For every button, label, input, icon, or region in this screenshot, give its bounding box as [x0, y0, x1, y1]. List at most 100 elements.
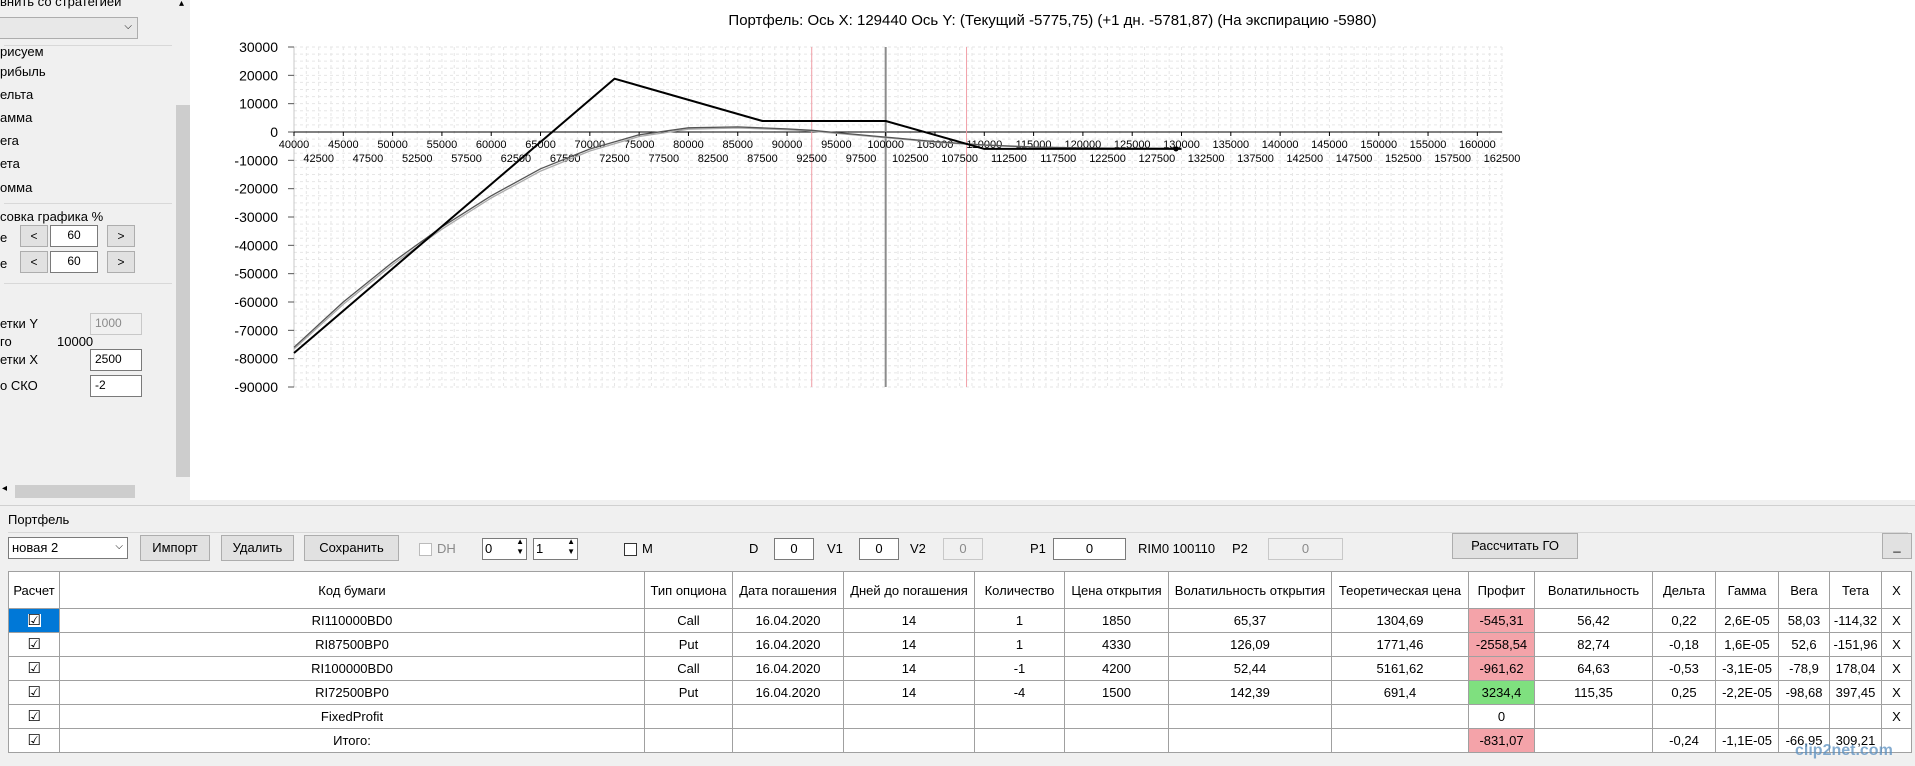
calc-checkbox-cell[interactable]: ☑ — [8, 656, 60, 681]
column-header-delta[interactable]: Дельта — [1652, 571, 1716, 609]
calc-checkbox[interactable]: ☑ — [27, 636, 41, 653]
cell-price[interactable]: 1500 — [1064, 680, 1169, 705]
scale-row-1-input[interactable]: 60 — [50, 225, 98, 247]
remove-row-button[interactable]: X — [1881, 608, 1912, 633]
grid-x-input[interactable]: 2500 — [90, 349, 142, 371]
cell-vol-open[interactable]: 142,39 — [1168, 680, 1332, 705]
p1-input[interactable]: 0 — [1053, 538, 1126, 560]
cell-qty[interactable] — [974, 728, 1065, 753]
cell-vol-open[interactable] — [1168, 728, 1332, 753]
v1-input[interactable]: 0 — [859, 538, 899, 560]
column-header-vol-open[interactable]: Волатильность открытия — [1168, 571, 1332, 609]
cell-vol-open[interactable]: 126,09 — [1168, 632, 1332, 657]
cell-qty[interactable]: 1 — [974, 632, 1065, 657]
cell-vol[interactable]: 64,63 — [1534, 656, 1653, 681]
draw-profit-option[interactable]: рибыль — [0, 64, 46, 79]
calc-checkbox[interactable]: ☑ — [27, 612, 41, 629]
table-row[interactable]: ☑ FixedProfit 0 X — [8, 704, 1912, 729]
column-header-theo-price[interactable]: Теоретическая цена — [1331, 571, 1469, 609]
cell-price[interactable]: 4330 — [1064, 632, 1169, 657]
table-row[interactable]: ☑ RI87500BP0 Put 16.04.2020 14 1 4330 126,09 177… — [8, 632, 1912, 657]
spin-1-input[interactable]: 0 ▲ ▼ — [482, 537, 527, 560]
draw-theta-option[interactable]: ета — [0, 156, 20, 171]
v2-input[interactable]: 0 — [943, 538, 983, 560]
remove-row-button[interactable]: X — [1881, 632, 1912, 657]
payoff-chart[interactable]: 3000020000100000-10000-20000-30000-40000… — [190, 0, 1915, 500]
draw-vomma-option[interactable]: омма — [0, 180, 33, 195]
remove-row-button[interactable]: X — [1881, 656, 1912, 681]
remove-row-button[interactable]: X — [1881, 680, 1912, 705]
calculate-go-button[interactable]: Рассчитать ГО — [1452, 533, 1578, 559]
cell-vol[interactable]: 82,74 — [1534, 632, 1653, 657]
cell-vol-open[interactable]: 52,44 — [1168, 656, 1332, 681]
scale-row-1-increase-button[interactable]: > — [107, 225, 135, 247]
scroll-up-icon[interactable]: ▴ — [179, 0, 185, 9]
import-button[interactable]: Импорт — [140, 535, 210, 561]
calc-checkbox[interactable]: ☑ — [27, 708, 41, 725]
scale-row-1-decrease-button[interactable]: < — [20, 225, 48, 247]
column-header-theta[interactable]: Тета — [1829, 571, 1882, 609]
column-header-date[interactable]: Дата погашения — [732, 571, 844, 609]
compare-strategy-combo[interactable]: ⌵ — [0, 17, 138, 39]
cell-qty[interactable]: 1 — [974, 608, 1065, 633]
save-button[interactable]: Сохранить — [304, 535, 399, 561]
calc-checkbox-cell[interactable]: ☑ — [8, 728, 60, 753]
portfolio-select[interactable]: новая 2 ⌵ — [8, 537, 128, 559]
scroll-left-icon[interactable]: ◂ — [2, 483, 8, 494]
cell-vol[interactable]: 56,42 — [1534, 608, 1653, 633]
draw-vega-option[interactable]: ега — [0, 133, 19, 148]
calc-checkbox-cell[interactable]: ☑ — [8, 680, 60, 705]
cell-price[interactable]: 4200 — [1064, 656, 1169, 681]
calc-checkbox[interactable]: ☑ — [27, 660, 41, 677]
scale-row-2-input[interactable]: 60 — [50, 251, 98, 273]
cell-qty[interactable] — [974, 704, 1065, 729]
draw-gamma-option[interactable]: амма — [0, 110, 33, 125]
column-header-gamma[interactable]: Гамма — [1715, 571, 1779, 609]
m-checkbox[interactable] — [624, 543, 637, 556]
grid-y-input[interactable]: 1000 — [90, 313, 142, 335]
cell-qty[interactable]: -1 — [974, 656, 1065, 681]
spin-2-input[interactable]: 1 ▲ ▼ — [533, 537, 578, 560]
cell-qty[interactable]: -4 — [974, 680, 1065, 705]
column-header-price[interactable]: Цена открытия — [1064, 571, 1169, 609]
p2-input[interactable]: 0 — [1268, 538, 1343, 560]
column-header-code[interactable]: Код бумаги — [59, 571, 645, 609]
table-row[interactable]: ☑ RI100000BD0 Call 16.04.2020 14 -1 4200 52,44 5… — [8, 656, 1912, 681]
cell-price[interactable] — [1064, 728, 1169, 753]
cell-price[interactable]: 1850 — [1064, 608, 1169, 633]
column-header-profit[interactable]: Профит — [1468, 571, 1535, 609]
calc-checkbox[interactable]: ☑ — [27, 732, 41, 749]
scale-row-2-decrease-button[interactable]: < — [20, 251, 48, 273]
spin-arrows-icon[interactable]: ▲ ▼ — [516, 537, 524, 556]
cell-vol[interactable] — [1534, 704, 1653, 729]
calc-checkbox-cell[interactable]: ☑ — [8, 704, 60, 729]
calc-checkbox-cell[interactable]: ☑ — [8, 608, 60, 633]
dh-checkbox[interactable] — [419, 543, 432, 556]
scale-row-2-increase-button[interactable]: > — [107, 251, 135, 273]
calc-checkbox-cell[interactable]: ☑ — [8, 632, 60, 657]
delete-button[interactable]: Удалить — [221, 535, 294, 561]
column-header-volatility[interactable]: Волатильность — [1534, 571, 1653, 609]
table-row[interactable]: ☑ RI72500BP0 Put 16.04.2020 14 -4 1500 142,39 69… — [8, 680, 1912, 705]
sko-input[interactable]: -2 — [90, 375, 142, 397]
cell-vol[interactable]: 115,35 — [1534, 680, 1653, 705]
column-header-calc[interactable]: Расчет — [8, 571, 60, 609]
minimize-button[interactable]: _ — [1882, 533, 1912, 559]
left-panel-horizontal-scroll-thumb[interactable] — [15, 485, 135, 498]
cell-vol-open[interactable] — [1168, 704, 1332, 729]
column-header-remove[interactable]: X — [1881, 571, 1912, 609]
remove-row-button[interactable]: X — [1881, 704, 1912, 729]
column-header-qty[interactable]: Количество — [974, 571, 1065, 609]
cell-vol-open[interactable]: 65,37 — [1168, 608, 1332, 633]
left-panel-vertical-scroll-thumb[interactable] — [176, 105, 191, 477]
table-row[interactable]: ☑ RI110000BD0 Call 16.04.2020 14 1 1850 65,37 13… — [8, 608, 1912, 633]
cell-vol[interactable] — [1534, 728, 1653, 753]
table-row[interactable]: ☑ Итого: -831,07 -0,24 -1,1E-05 -66,95 309,21 — [8, 728, 1912, 753]
spin-arrows-icon[interactable]: ▲ ▼ — [567, 537, 575, 556]
column-header-vega[interactable]: Вега — [1778, 571, 1830, 609]
cell-price[interactable] — [1064, 704, 1169, 729]
column-header-days[interactable]: Дней до погашения — [843, 571, 975, 609]
draw-delta-option[interactable]: ельта — [0, 87, 34, 102]
column-header-type[interactable]: Тип опциона — [644, 571, 733, 609]
d-input[interactable]: 0 — [774, 538, 814, 560]
